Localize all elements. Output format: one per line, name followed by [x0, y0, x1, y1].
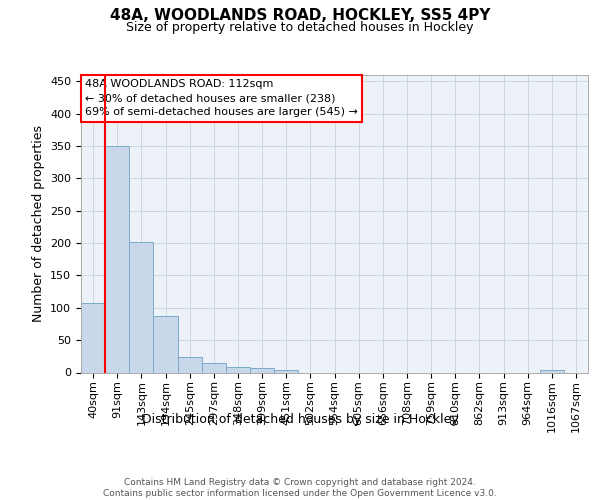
Text: 48A WOODLANDS ROAD: 112sqm
← 30% of detached houses are smaller (238)
69% of sem: 48A WOODLANDS ROAD: 112sqm ← 30% of deta… — [85, 80, 358, 118]
Bar — [129, 242, 154, 372]
Bar — [226, 366, 250, 372]
Bar — [105, 146, 129, 372]
Bar — [274, 370, 298, 372]
Text: Distribution of detached houses by size in Hockley: Distribution of detached houses by size … — [142, 412, 458, 426]
Bar — [540, 370, 564, 372]
Text: 48A, WOODLANDS ROAD, HOCKLEY, SS5 4PY: 48A, WOODLANDS ROAD, HOCKLEY, SS5 4PY — [110, 8, 490, 22]
Bar — [81, 304, 105, 372]
Bar — [202, 363, 226, 372]
Text: Contains HM Land Registry data © Crown copyright and database right 2024.
Contai: Contains HM Land Registry data © Crown c… — [103, 478, 497, 498]
Bar — [154, 316, 178, 372]
Bar — [250, 368, 274, 372]
Text: Size of property relative to detached houses in Hockley: Size of property relative to detached ho… — [126, 21, 474, 34]
Y-axis label: Number of detached properties: Number of detached properties — [32, 125, 44, 322]
Bar — [178, 357, 202, 372]
